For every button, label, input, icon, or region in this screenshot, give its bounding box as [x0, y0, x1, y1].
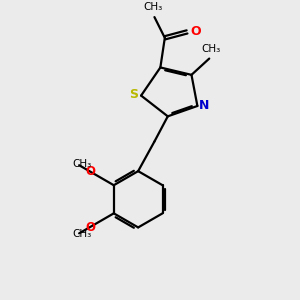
Text: O: O	[190, 26, 201, 38]
Text: CH₃: CH₃	[201, 44, 220, 54]
Text: N: N	[199, 100, 209, 112]
Text: CH₃: CH₃	[143, 2, 163, 12]
Text: CH₃: CH₃	[72, 229, 91, 239]
Text: S: S	[129, 88, 138, 100]
Text: O: O	[85, 220, 95, 234]
Text: CH₃: CH₃	[72, 160, 91, 170]
Text: O: O	[85, 165, 95, 178]
